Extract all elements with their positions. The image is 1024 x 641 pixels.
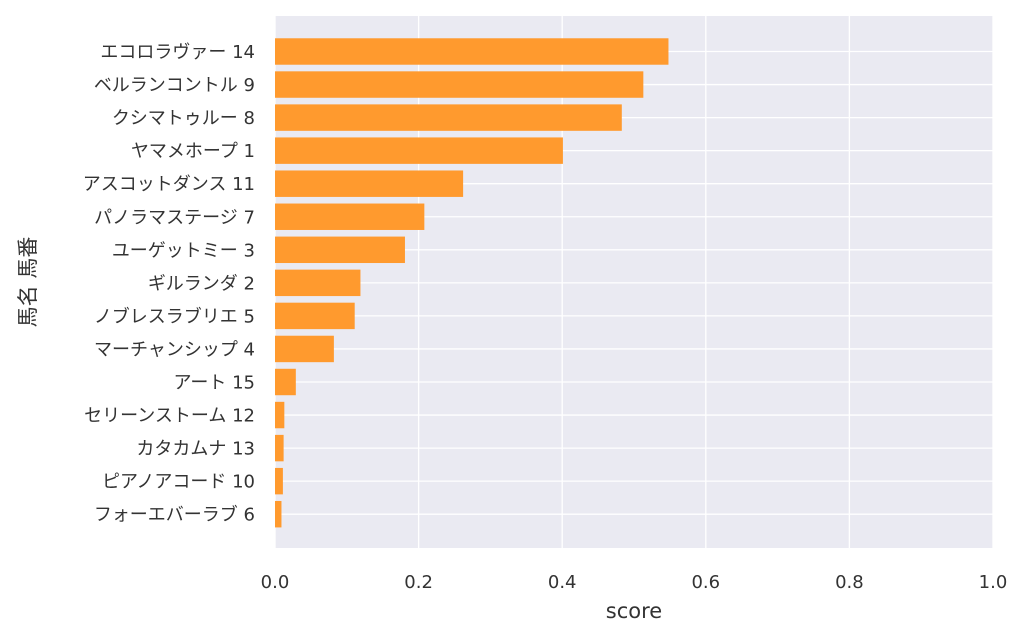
x-tick-label: 0.4 [548,572,577,593]
bar [275,137,563,164]
x-tick-labels: 0.0 0.2 0.4 0.6 0.8 1.0 [261,572,1008,593]
y-axis-label: 馬名 馬番 [16,237,40,328]
y-tick-label: フォーエバーラブ 6 [94,504,255,526]
bar [275,434,284,462]
bar [275,71,644,98]
y-tick-label: ユーゲットミー 3 [112,240,255,261]
bar [275,302,355,330]
y-tick-label: セリーンストーム 12 [84,406,255,427]
x-tick-label: 1.0 [979,572,1008,593]
bar [275,335,334,363]
y-tick-label: ピアノアコード 10 [102,472,255,493]
bar [275,467,283,495]
y-tick-label: クシマトゥルー 8 [112,108,255,129]
bar [275,104,622,131]
bar [275,269,361,297]
y-tick-label: ヤマメホープ 1 [131,141,255,162]
y-tick-label: エコロラヴァー 14 [100,42,255,63]
bar [275,500,282,528]
x-axis-label: score [606,599,662,623]
bar [275,38,669,65]
bar [275,236,405,264]
bar [275,368,296,396]
x-tick-label: 0.6 [691,572,720,593]
y-tick-label: パノラマステージ 7 [94,207,255,228]
y-tick-label: アスコットダンス 11 [83,174,255,195]
y-tick-label: ベルランコントル 9 [94,75,255,96]
bar [275,170,464,197]
y-tick-label: マーチャンシップ 4 [94,339,255,360]
y-tick-labels: エコロラヴァー 14 ベルランコントル 9 クシマトゥルー 8 ヤマメホープ 1 アスコ… [83,42,255,526]
y-tick-label: アート 15 [173,373,255,394]
bar [275,203,425,230]
bars [275,38,669,528]
y-tick-label: カタカムナ 13 [136,439,255,460]
x-tick-label: 0.8 [835,572,864,593]
y-tick-label: ノブレスラブリエ 5 [94,305,255,327]
x-tick-label: 0.0 [261,572,290,593]
y-tick-label: ギルランダ 2 [148,273,255,294]
bar [275,401,285,429]
x-tick-label: 0.2 [404,572,433,593]
